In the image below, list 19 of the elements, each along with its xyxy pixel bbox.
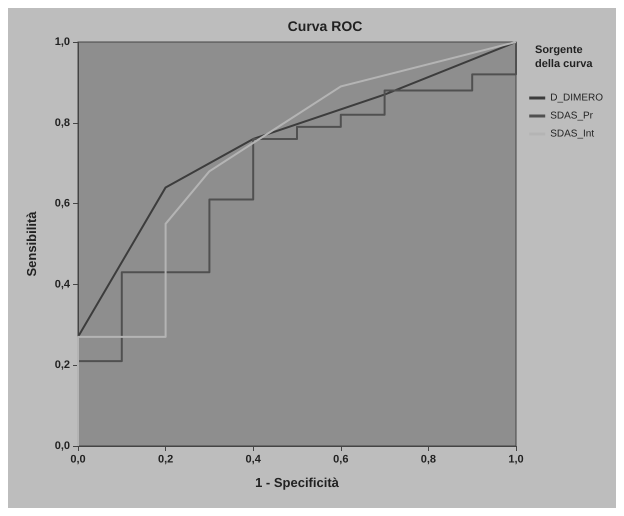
- y-tick-label: 0,0: [54, 440, 70, 452]
- legend-label: SDAS_Int: [550, 128, 594, 140]
- x-axis-title: 1 - Specificità: [255, 475, 340, 490]
- y-tick-label: 0,4: [54, 278, 71, 290]
- x-tick-label: 1,0: [508, 454, 524, 466]
- y-tick-label: 0,8: [54, 116, 70, 129]
- x-tick-label: 0,0: [70, 454, 86, 466]
- y-axis-title: Sensibilità: [24, 210, 39, 277]
- x-tick-label: 0,6: [333, 454, 348, 466]
- x-tick-label: 0,8: [420, 454, 436, 466]
- legend-label: D_DIMERO: [550, 92, 604, 104]
- y-tick-label: 0,2: [54, 359, 70, 372]
- x-tick-label: 0,2: [158, 454, 174, 466]
- legend-label: SDAS_Pr: [550, 110, 594, 122]
- y-tick-label: 0,6: [54, 198, 70, 210]
- x-tick-label: 0,4: [246, 454, 262, 466]
- chart-title: Curva ROC: [288, 18, 362, 34]
- y-tick-label: 1,0: [54, 36, 70, 48]
- legend-title: Sorgente della curva: [535, 44, 594, 70]
